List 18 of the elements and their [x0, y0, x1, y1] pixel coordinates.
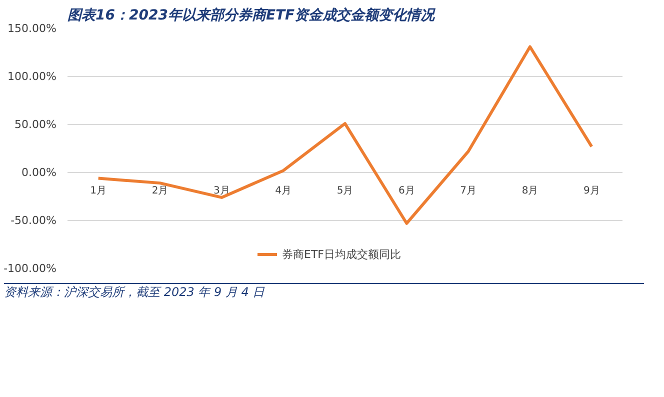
- x-tick-label: 6月: [398, 186, 415, 196]
- x-tick-label: 1月: [90, 186, 107, 196]
- y-tick-label: -50.00%: [10, 214, 57, 227]
- x-tick-label: 5月: [336, 186, 354, 196]
- x-tick-label: 9月: [583, 186, 600, 196]
- chart-title: 图表16：2023年以来部分券商ETF资金成交金额变化情况: [68, 6, 437, 24]
- x-tick-label: 3月: [213, 186, 230, 196]
- x-tick-label: 4月: [275, 186, 292, 196]
- x-tick-label: 7月: [460, 186, 477, 196]
- y-tick-label: 50.00%: [14, 118, 57, 131]
- text: 资料来源：沪深交易所，截至 2023 年 9 月 4 日: [4, 284, 265, 301]
- x-tick-label: 8月: [522, 186, 538, 196]
- legend-label: 券商ETF日均成交额同比: [282, 246, 401, 262]
- y-tick-label: 100.00%: [8, 70, 57, 83]
- y-tick-label: 150.00%: [8, 22, 57, 35]
- x-tick-label: 2月: [152, 186, 168, 196]
- y-tick-label: 0.00%: [22, 166, 57, 179]
- y-tick-label: -100.00%: [4, 262, 57, 275]
